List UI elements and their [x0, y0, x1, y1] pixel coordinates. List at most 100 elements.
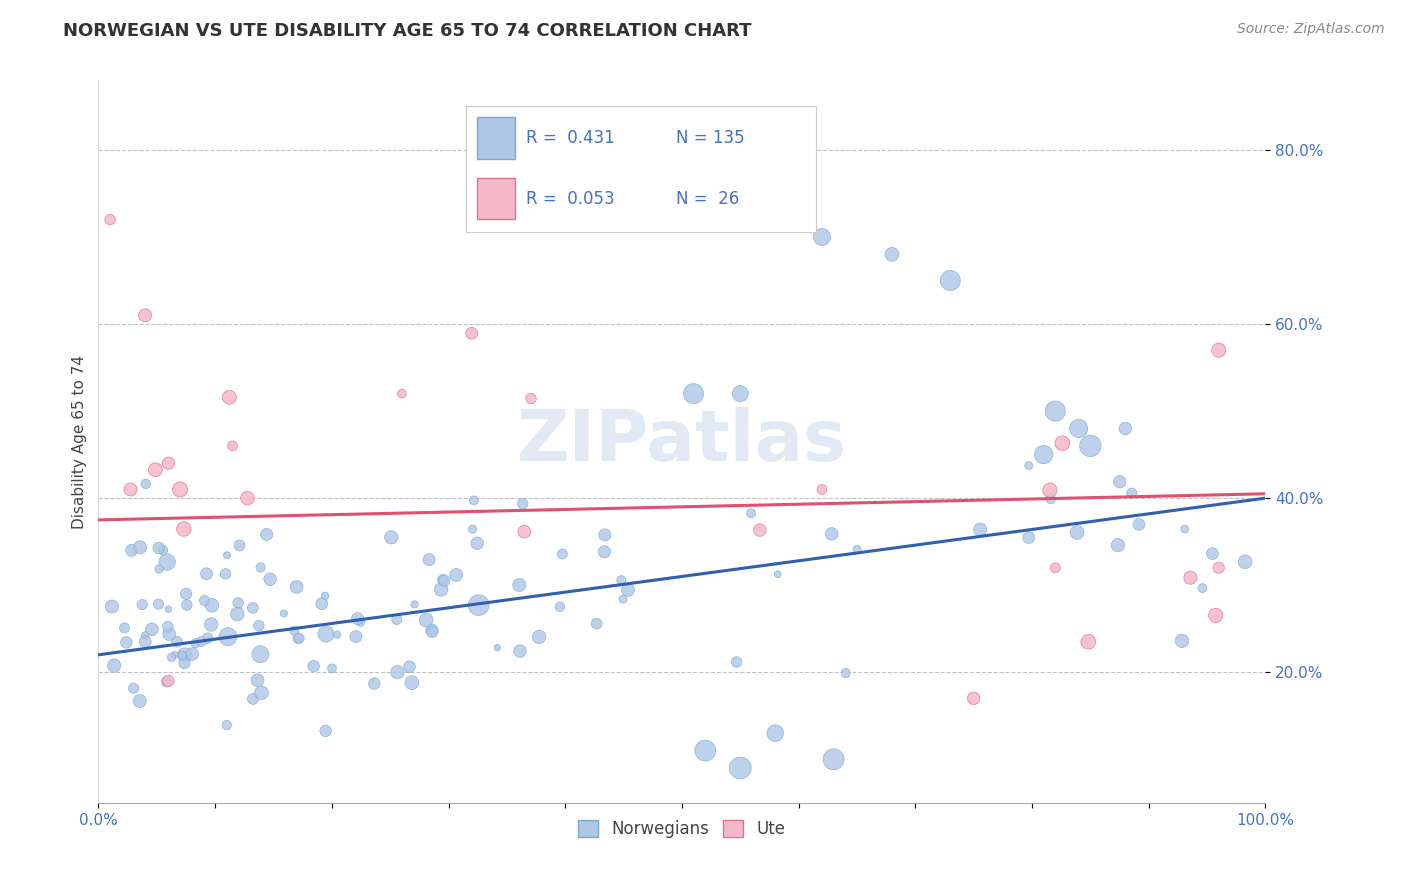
Point	[242, 692, 264, 706]
Text: NORWEGIAN VS UTE DISABILITY AGE 65 TO 74 CORRELATION CHART: NORWEGIAN VS UTE DISABILITY AGE 65 TO 74…	[63, 22, 752, 40]
Text: Source: ZipAtlas.com: Source: ZipAtlas.com	[1237, 22, 1385, 37]
Point	[157, 456, 180, 470]
Point	[444, 568, 467, 582]
Point	[363, 676, 385, 690]
Point	[460, 326, 482, 341]
Point	[1108, 475, 1130, 489]
Point	[129, 541, 152, 555]
Point	[247, 618, 270, 632]
Point	[1039, 491, 1062, 506]
Point	[195, 566, 218, 581]
Point	[551, 547, 574, 561]
Point	[725, 655, 748, 669]
Point	[1107, 538, 1129, 552]
Point	[148, 541, 170, 555]
Point	[612, 592, 634, 607]
Point	[141, 623, 163, 637]
Point	[134, 634, 156, 648]
Point	[1201, 547, 1223, 561]
Point	[391, 386, 413, 401]
Point	[1080, 439, 1102, 453]
Point	[401, 675, 423, 690]
Point	[763, 726, 786, 740]
Point	[1018, 531, 1040, 545]
Point	[217, 630, 239, 644]
Point	[1174, 522, 1197, 536]
Point	[173, 648, 195, 662]
Point	[1052, 436, 1074, 450]
Point	[200, 617, 222, 632]
Point	[156, 674, 179, 689]
Point	[344, 630, 367, 644]
Point	[1032, 448, 1054, 462]
Point	[283, 624, 305, 638]
Point	[242, 600, 264, 615]
Point	[585, 616, 607, 631]
Point	[101, 599, 124, 614]
Point	[249, 560, 271, 574]
Point	[463, 493, 485, 508]
Point	[730, 386, 752, 401]
Point	[157, 673, 180, 688]
Point	[174, 587, 197, 601]
Point	[1039, 483, 1062, 498]
Point	[215, 718, 238, 732]
Point	[326, 627, 349, 641]
Point	[166, 634, 188, 648]
Point	[415, 613, 437, 627]
Point	[221, 439, 243, 453]
Point	[1191, 581, 1213, 595]
Point	[120, 483, 142, 497]
Point	[181, 647, 204, 661]
Point	[121, 543, 143, 558]
Point	[115, 635, 138, 649]
Point	[194, 593, 217, 607]
Point	[1208, 561, 1230, 575]
Point	[157, 627, 180, 641]
Point	[939, 273, 962, 287]
Point	[184, 636, 207, 650]
Point	[218, 390, 240, 404]
Point	[214, 566, 236, 581]
Point	[190, 634, 212, 648]
Point	[148, 597, 170, 611]
Point	[1128, 517, 1150, 532]
Point	[321, 661, 343, 675]
Point	[172, 648, 194, 663]
Point	[1171, 633, 1194, 648]
Point	[302, 659, 325, 673]
Point	[420, 624, 443, 638]
Point	[823, 752, 845, 766]
Point	[1077, 634, 1099, 648]
Point	[467, 598, 489, 612]
Point	[250, 686, 273, 700]
Point	[315, 723, 337, 738]
Point	[135, 477, 157, 491]
Point	[1121, 486, 1143, 500]
Point	[314, 589, 336, 603]
Point	[1208, 343, 1230, 358]
Point	[695, 743, 717, 757]
Point	[148, 562, 170, 576]
Point	[246, 673, 269, 688]
Text: ZIPatlas: ZIPatlas	[517, 407, 846, 476]
Point	[173, 522, 195, 536]
Point	[134, 628, 156, 642]
Point	[730, 761, 752, 775]
Point	[173, 656, 195, 670]
Point	[287, 632, 309, 646]
Point	[593, 528, 616, 542]
Point	[259, 572, 281, 586]
Point	[1066, 525, 1088, 540]
Point	[1234, 555, 1257, 569]
Point	[122, 681, 145, 695]
Point	[880, 247, 903, 261]
Point	[520, 392, 543, 406]
Point	[811, 483, 834, 497]
Point	[201, 599, 224, 613]
Point	[593, 545, 616, 559]
Point	[380, 530, 402, 544]
Point	[236, 491, 259, 505]
Point	[387, 665, 409, 679]
Point	[821, 527, 844, 541]
